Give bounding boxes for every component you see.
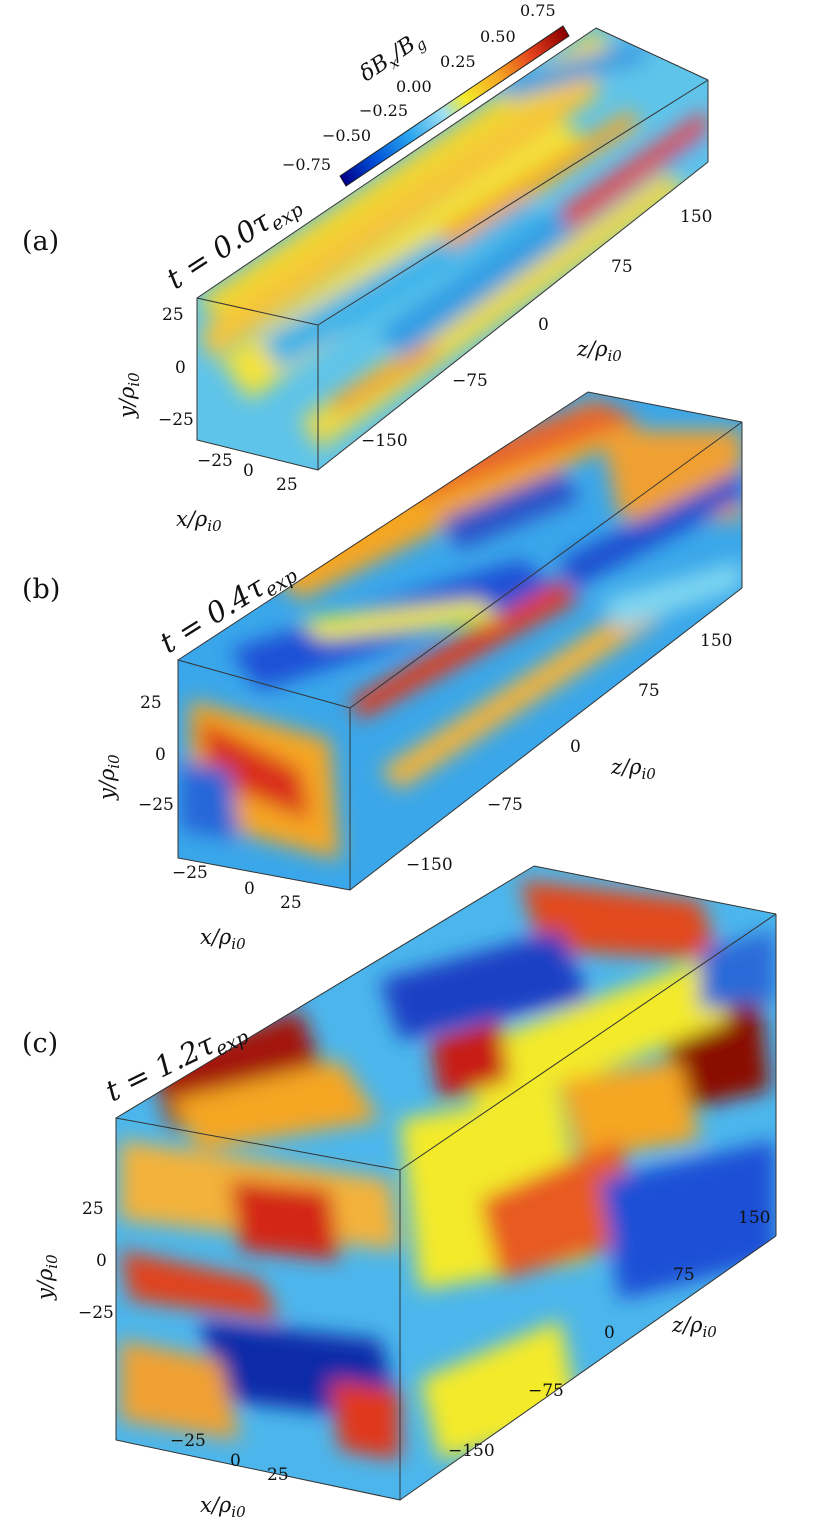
z-tick: 75 [638, 681, 660, 701]
z-tick: −150 [361, 431, 408, 451]
z-axis-label: z/ρi0 [576, 337, 622, 365]
x-axis-label: x/ρi0 [176, 507, 222, 535]
colorbar-tick: 0.25 [440, 52, 476, 71]
z-tick: −75 [528, 1381, 564, 1401]
z-tick: 75 [611, 257, 633, 277]
y-tick: 0 [155, 745, 166, 765]
panel-label: (a) [22, 226, 59, 257]
x-tick: 25 [280, 893, 302, 913]
colorbar-tick: 0.75 [520, 1, 556, 20]
volume-render-c [116, 866, 776, 1500]
z-axis-label: z/ρi0 [610, 755, 656, 783]
z-tick: 0 [604, 1323, 615, 1343]
colorbar-tick: 0.00 [396, 77, 432, 96]
colorbar-tick: −0.50 [322, 126, 371, 145]
x-tick: −25 [172, 863, 208, 883]
x-tick: 25 [276, 475, 298, 495]
z-axis-label: z/ρi0 [671, 1313, 717, 1341]
y-tick: −25 [78, 1303, 114, 1323]
y-tick: 0 [96, 1251, 107, 1271]
volume-render-b [178, 392, 742, 890]
colorbar-tick: −0.25 [359, 101, 408, 120]
panel-label: (c) [22, 1028, 58, 1059]
y-tick: 25 [82, 1199, 104, 1219]
box-edges-c [115, 865, 777, 1501]
panel-c: (c) t = 1.2τexp 25 0 −25 y/ρi0 −25 0 25 … [22, 865, 777, 1521]
x-axis-label: x/ρi0 [200, 925, 246, 953]
x-tick: 0 [230, 1451, 241, 1471]
y-axis-label: y/ρi0 [33, 1254, 61, 1301]
z-tick: −150 [448, 1441, 495, 1461]
colorbar-tick: 0.50 [480, 27, 516, 46]
z-tick: −150 [406, 855, 453, 875]
x-tick: −25 [197, 451, 233, 471]
box-edges-b [177, 391, 743, 891]
x-tick: 25 [267, 1465, 289, 1485]
panel-label: (b) [22, 574, 60, 605]
x-tick: 0 [243, 461, 254, 481]
y-tick: 0 [175, 358, 186, 378]
x-axis-label: x/ρi0 [200, 1493, 246, 1521]
z-tick: 0 [570, 737, 581, 757]
y-axis-label: y/ρi0 [115, 372, 143, 419]
panel-b: (b) t = 0.4τexp 25 0 −25 y/ρi0 −25 0 25 … [22, 391, 743, 953]
z-tick: 150 [700, 631, 732, 651]
y-tick: −25 [138, 795, 174, 815]
z-tick: 150 [680, 207, 712, 227]
colorbar-tick: −0.75 [282, 155, 331, 174]
z-tick: −75 [487, 795, 523, 815]
colorbar: δBx/Bg −0.75 −0.50 −0.25 0.00 0.25 0.50 … [282, 1, 570, 187]
y-tick: −25 [158, 410, 194, 430]
y-axis-label: y/ρi0 [95, 754, 123, 801]
colorbar-strip [339, 25, 570, 187]
y-tick: 25 [162, 305, 184, 325]
x-tick: −25 [170, 1431, 206, 1451]
z-tick: 0 [538, 315, 549, 335]
z-tick: −75 [452, 371, 488, 391]
z-tick: 75 [673, 1265, 695, 1285]
y-tick: 25 [140, 693, 162, 713]
x-tick: 0 [244, 879, 255, 899]
z-tick: 150 [738, 1208, 770, 1228]
box-edges-a [196, 27, 709, 471]
